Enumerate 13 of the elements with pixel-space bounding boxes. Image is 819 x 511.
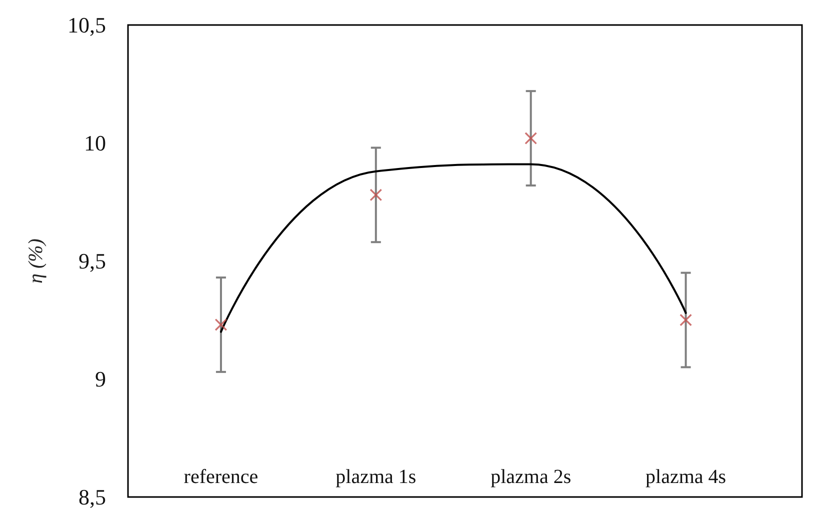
- y-tick-label: 9,5: [78, 248, 106, 274]
- x-tick-label: plazma 2s: [490, 466, 572, 488]
- y-tick-label: 9: [95, 366, 106, 392]
- y-axis-title: η (%): [25, 238, 47, 284]
- point: [370, 188, 382, 201]
- x-tick-label: plazma 1s: [336, 466, 416, 488]
- y-tick-label: 10,5: [68, 12, 106, 38]
- point: [524, 132, 537, 144]
- point: [214, 318, 227, 331]
- x-tick-label: plazma 4s: [646, 466, 726, 488]
- y-tick-label: 8,5: [78, 484, 106, 510]
- x-tick-label: reference: [184, 466, 258, 488]
- y-tick-label: 10: [84, 130, 106, 156]
